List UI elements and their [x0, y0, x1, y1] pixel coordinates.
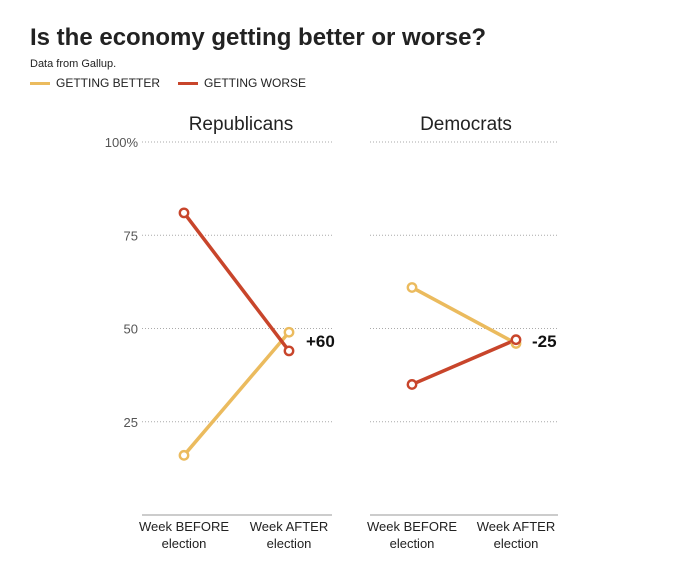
y-tick-label: 100%: [105, 135, 139, 150]
chart-title: Is the economy getting better or worse?: [30, 24, 487, 51]
source-note: Data from Gallup.: [30, 58, 117, 70]
series-line-worse: [410, 337, 518, 387]
data-point-better: [283, 326, 295, 338]
series-line-better: [410, 285, 518, 346]
legend: GETTING BETTER GETTING WORSE: [30, 76, 324, 90]
y-tick-label: 75: [124, 228, 138, 243]
legend-label-worse: GETTING WORSE: [204, 76, 307, 90]
legend-swatch-worse: [178, 81, 199, 85]
data-point-better: [406, 282, 418, 293]
legend-item-worse: GETTING WORSE: [178, 76, 306, 90]
data-point-worse: [510, 334, 522, 346]
legend-label-better: GETTING BETTER: [56, 76, 161, 90]
net-change-label: -25: [532, 332, 557, 351]
legend-swatch-better: [30, 81, 50, 85]
net-change-label: +60: [306, 332, 335, 351]
x-tick-label: Week AFTER: [250, 519, 329, 534]
y-tick-label: 25: [124, 415, 138, 430]
x-tick-label: election: [267, 536, 312, 551]
x-tick-label: election: [390, 536, 435, 551]
series-line-better: [182, 330, 291, 458]
x-tick-label: Week BEFORE: [367, 519, 457, 534]
data-point-worse: [178, 207, 190, 219]
y-tick-label: 50: [124, 322, 138, 337]
x-tick-label: election: [162, 536, 207, 551]
panel-republicans: Republicans Week BEFORE election Week AFTER…: [139, 114, 335, 551]
panel-title: Republicans: [189, 114, 294, 135]
x-tick-label: Week AFTER: [477, 519, 556, 534]
x-tick-label: election: [494, 536, 539, 551]
x-tick-label: Week BEFORE: [139, 519, 229, 534]
data-point-worse: [406, 379, 418, 390]
data-point-better: [178, 449, 190, 461]
panel-democrats: Democrats Week BEFORE election Week AFTER el…: [367, 114, 558, 551]
series-line-worse: [182, 211, 291, 353]
panel-title: Democrats: [420, 114, 512, 135]
data-point-worse: [283, 345, 295, 357]
legend-item-better: GETTING BETTER: [30, 76, 160, 90]
